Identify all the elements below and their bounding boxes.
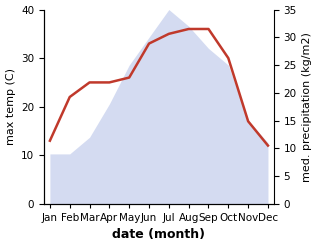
X-axis label: date (month): date (month) — [113, 228, 205, 242]
Y-axis label: max temp (C): max temp (C) — [5, 68, 16, 145]
Y-axis label: med. precipitation (kg/m2): med. precipitation (kg/m2) — [302, 32, 313, 182]
